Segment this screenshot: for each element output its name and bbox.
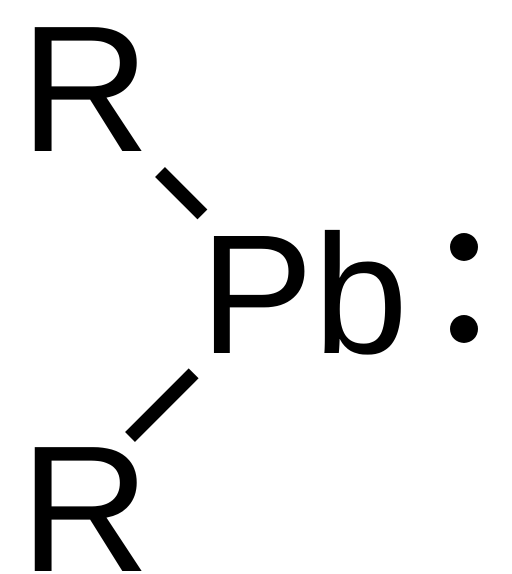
lone-pair-dot-bottom (450, 315, 478, 343)
central-atom-label: Pb (200, 210, 408, 380)
lone-pair-dot-top (450, 233, 478, 261)
r-group-bottom-label: R (20, 420, 150, 574)
bond-bottom (125, 368, 199, 442)
bond-top (155, 167, 207, 219)
r-group-top-label: R (20, 0, 150, 180)
